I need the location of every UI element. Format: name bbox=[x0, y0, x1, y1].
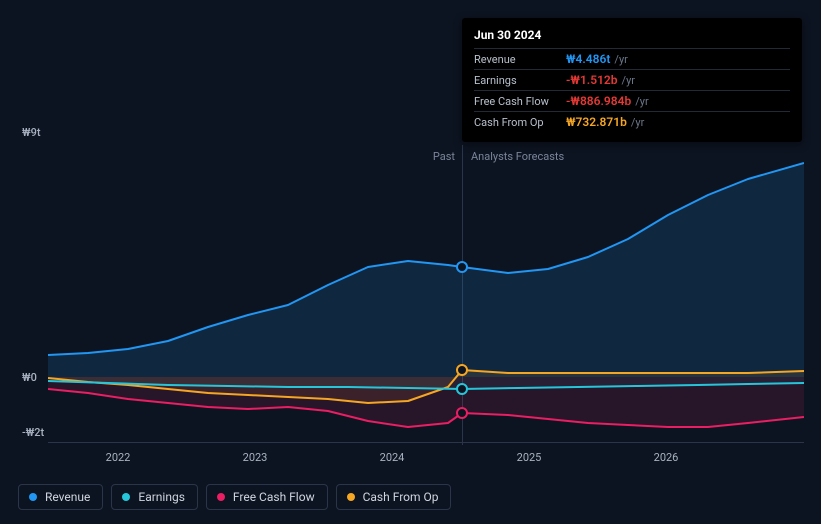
chart-legend: Revenue Earnings Free Cash Flow Cash From O… bbox=[18, 484, 451, 510]
legend-dot-icon bbox=[217, 493, 225, 501]
tooltip-row-value: -₩1.512b bbox=[566, 73, 618, 87]
tooltip-row-label: Free Cash Flow bbox=[474, 95, 566, 108]
tooltip-row-label: Revenue bbox=[474, 53, 566, 66]
y-tick-label: -₩2t bbox=[22, 426, 44, 439]
legend-label: Cash From Op bbox=[363, 490, 439, 504]
tooltip-row-value: -₩886.984b bbox=[566, 94, 631, 108]
y-tick-label: ₩0 bbox=[22, 371, 37, 384]
y-tick-label: ₩9t bbox=[22, 126, 40, 139]
tooltip-row-unit: /yr bbox=[614, 53, 627, 66]
tooltip-row: Free Cash Flow-₩886.984b/yr bbox=[474, 90, 790, 111]
financials-forecast-chart: ₩9t ₩0 -₩2t 2022 2023 2024 2025 2026 Pas… bbox=[0, 0, 821, 524]
marker-revenue[interactable] bbox=[457, 262, 467, 272]
series-area-revenue bbox=[48, 163, 804, 377]
x-tick-label: 2025 bbox=[517, 451, 542, 464]
legend-item[interactable]: Earnings bbox=[111, 484, 198, 510]
legend-dot-icon bbox=[122, 493, 130, 501]
tooltip-row: Revenue₩4.486t/yr bbox=[474, 48, 790, 69]
legend-dot-icon bbox=[347, 493, 355, 501]
marker-cash_from_op[interactable] bbox=[457, 365, 467, 375]
legend-item[interactable]: Free Cash Flow bbox=[206, 484, 328, 510]
x-tick-label: 2023 bbox=[243, 451, 268, 464]
marker-earnings[interactable] bbox=[457, 384, 467, 394]
tooltip-row-unit: /yr bbox=[635, 95, 648, 108]
tooltip-row-value: ₩732.871b bbox=[566, 115, 627, 129]
x-tick-label: 2022 bbox=[106, 451, 131, 464]
legend-label: Revenue bbox=[45, 490, 90, 504]
tooltip-date: Jun 30 2024 bbox=[474, 28, 790, 42]
legend-item[interactable]: Cash From Op bbox=[336, 484, 452, 510]
x-tick-label: 2026 bbox=[654, 451, 679, 464]
legend-label: Free Cash Flow bbox=[233, 490, 315, 504]
tooltip-row-value: ₩4.486t bbox=[566, 52, 610, 66]
tooltip-row-unit: /yr bbox=[622, 74, 635, 87]
tooltip-row: Earnings-₩1.512b/yr bbox=[474, 69, 790, 90]
legend-item[interactable]: Revenue bbox=[18, 484, 103, 510]
tooltip-row-label: Earnings bbox=[474, 74, 566, 87]
x-tick-label: 2024 bbox=[380, 451, 405, 464]
tooltip-row-label: Cash From Op bbox=[474, 116, 566, 129]
tooltip-row-unit: /yr bbox=[631, 116, 644, 129]
tooltip-row: Cash From Op₩732.871b/yr bbox=[474, 111, 790, 132]
chart-tooltip: Jun 30 2024 Revenue₩4.486t/yrEarnings-₩1… bbox=[462, 18, 802, 142]
marker-free_cash_flow[interactable] bbox=[457, 408, 467, 418]
legend-label: Earnings bbox=[138, 490, 185, 504]
legend-dot-icon bbox=[29, 493, 37, 501]
chart-plot[interactable] bbox=[48, 145, 804, 442]
x-axis-line bbox=[48, 442, 804, 443]
